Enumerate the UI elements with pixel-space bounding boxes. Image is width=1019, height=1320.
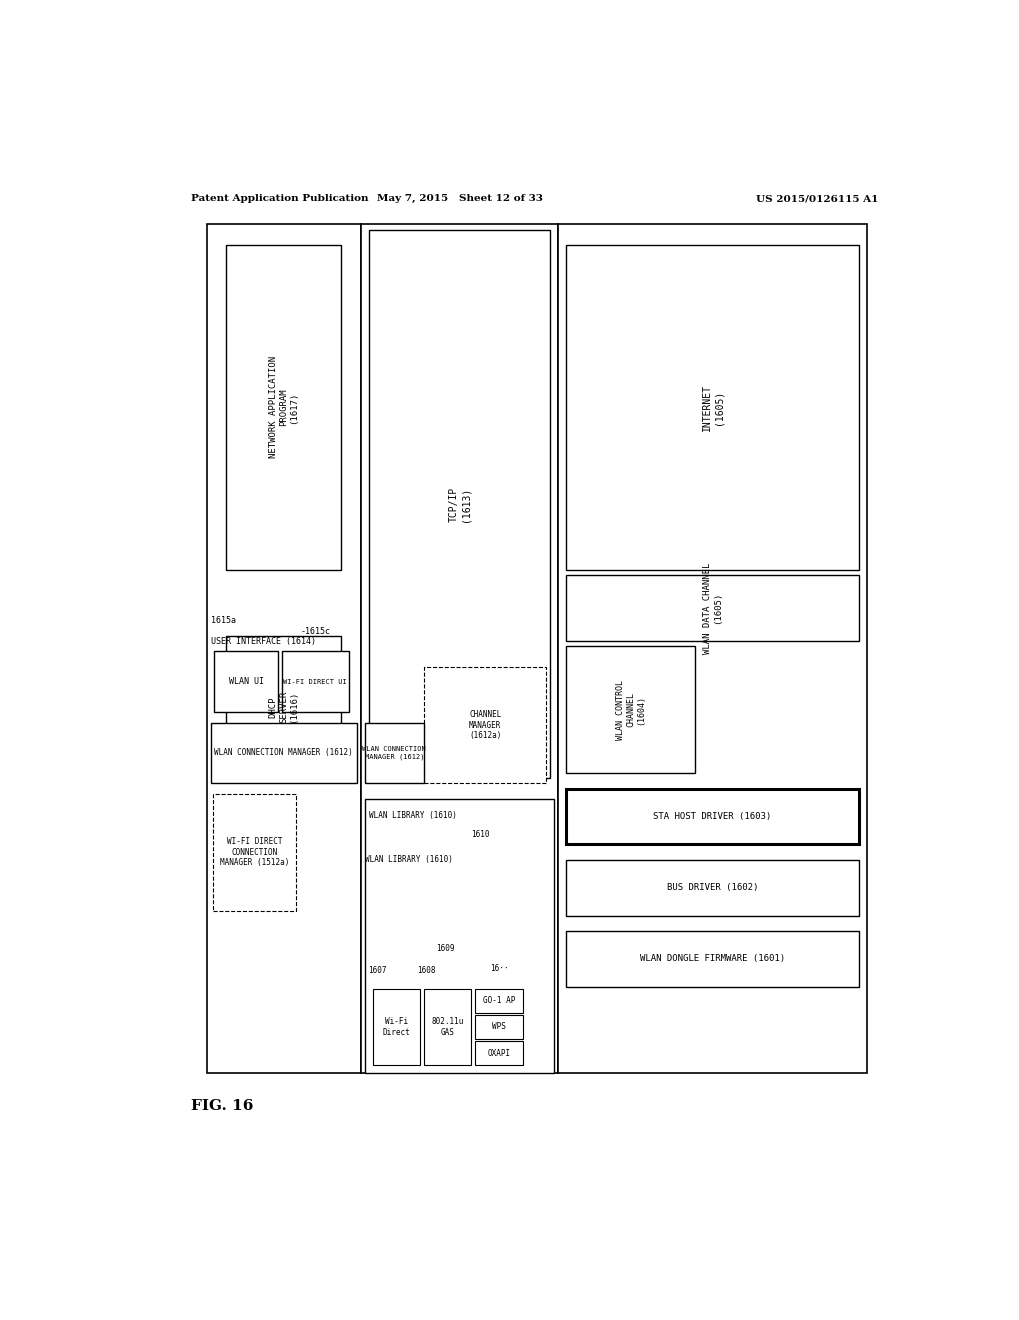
Text: May 7, 2015   Sheet 12 of 33: May 7, 2015 Sheet 12 of 33 [376,194,542,203]
Text: 1609: 1609 [435,944,453,953]
FancyBboxPatch shape [557,224,866,1073]
Text: WLAN CONNECTION MANAGER (1612): WLAN CONNECTION MANAGER (1612) [214,748,353,758]
FancyBboxPatch shape [566,576,858,642]
FancyBboxPatch shape [475,989,522,1012]
Text: GO-1 AP: GO-1 AP [482,997,515,1006]
FancyBboxPatch shape [210,722,357,784]
Text: 802.11u
GAS: 802.11u GAS [431,1018,464,1036]
Text: WLAN UI: WLAN UI [228,677,263,686]
Text: INTERNET
(1605): INTERNET (1605) [701,384,722,430]
Text: WI-FI DIRECT
CONNECTION
MANAGER (1512a): WI-FI DIRECT CONNECTION MANAGER (1512a) [219,837,288,867]
Text: STA HOST DRIVER (1603): STA HOST DRIVER (1603) [653,812,770,821]
FancyBboxPatch shape [226,244,340,570]
FancyBboxPatch shape [365,799,554,1073]
Text: 1608: 1608 [417,966,436,975]
FancyBboxPatch shape [365,722,424,784]
Text: WLAN LIBRARY (1610): WLAN LIBRARY (1610) [368,810,457,820]
Text: Wi-Fi
Direct: Wi-Fi Direct [382,1018,410,1036]
FancyBboxPatch shape [372,989,420,1065]
Text: WLAN CONNECTION
MANAGER (1612): WLAN CONNECTION MANAGER (1612) [362,746,426,760]
Text: Patent Application Publication: Patent Application Publication [191,194,368,203]
Text: DHCP
SERVER
(1616): DHCP SERVER (1616) [268,692,299,723]
FancyBboxPatch shape [566,647,694,774]
FancyBboxPatch shape [213,793,296,911]
FancyBboxPatch shape [424,667,546,784]
FancyBboxPatch shape [424,989,471,1065]
Text: TCP/IP
(1613): TCP/IP (1613) [448,486,470,521]
Text: NETWORK APPLICATION
PROGRAM
(1617): NETWORK APPLICATION PROGRAM (1617) [268,356,299,458]
Text: WLAN CONTROL
CHANNEL
(1604): WLAN CONTROL CHANNEL (1604) [615,680,645,739]
FancyBboxPatch shape [475,1041,522,1065]
Text: WLAN DONGLE FIRMWARE (1601): WLAN DONGLE FIRMWARE (1601) [639,954,785,964]
Text: 1610: 1610 [471,830,489,838]
FancyBboxPatch shape [361,224,557,1073]
FancyBboxPatch shape [566,244,858,570]
FancyBboxPatch shape [566,859,858,916]
FancyBboxPatch shape [566,788,858,845]
Text: US 2015/0126115 A1: US 2015/0126115 A1 [755,194,877,203]
Text: OXAPI: OXAPI [487,1048,511,1057]
Text: USER INTERFACE (1614): USER INTERFACE (1614) [210,636,315,645]
FancyBboxPatch shape [368,230,550,779]
Text: BUS DRIVER (1602): BUS DRIVER (1602) [666,883,757,892]
Text: FIG. 16: FIG. 16 [191,1098,253,1113]
FancyBboxPatch shape [475,1015,522,1039]
FancyBboxPatch shape [226,636,340,779]
FancyBboxPatch shape [281,651,348,713]
Text: -1615c: -1615c [300,627,330,635]
Text: 1615a: 1615a [210,616,235,626]
Text: CHANNEL
MANAGER
(1612a): CHANNEL MANAGER (1612a) [469,710,501,741]
FancyBboxPatch shape [206,224,361,1073]
Text: WLAN DATA CHANNEL
(1605): WLAN DATA CHANNEL (1605) [702,562,721,653]
FancyBboxPatch shape [566,931,858,987]
Text: 1607: 1607 [368,966,387,975]
FancyBboxPatch shape [214,651,277,713]
Text: 16··: 16·· [489,964,507,973]
Text: WI-FI DIRECT UI: WI-FI DIRECT UI [283,678,346,685]
Text: WLAN LIBRARY (1610): WLAN LIBRARY (1610) [365,855,452,865]
Text: WPS: WPS [491,1023,505,1031]
